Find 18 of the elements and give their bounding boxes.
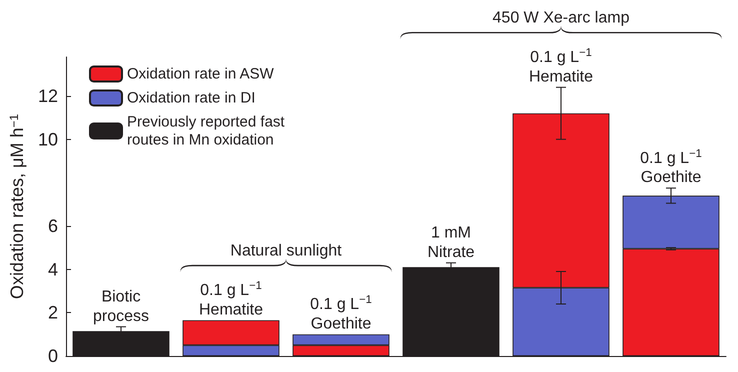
annotation: 1 mM Nitrate <box>427 224 475 261</box>
annotation: 0.1 g L$^{−1}$ Goethite <box>310 294 372 332</box>
y-tick-label: 12 <box>38 86 58 106</box>
annotation: Natural sunlight <box>230 242 342 260</box>
y-axis-title: Oxidation rates, μM h−1 <box>7 114 28 300</box>
y-tick-label: 2 <box>48 302 58 323</box>
annotation: Biotic process <box>92 288 150 325</box>
annotation: 0.1 g L$^{−1}$ Hematite <box>198 280 264 318</box>
y-tick-label: 10 <box>38 129 58 150</box>
legend-label: Oxidation rate in DI <box>127 90 256 106</box>
annotation: 0.1 g L$^{−1}$ Hematite <box>528 47 594 86</box>
annotation: 0.1 g L$^{−1}$ Goethite <box>640 148 702 186</box>
legend-label: Oxidation rate in ASW <box>127 66 275 82</box>
y-tick-label: 6 <box>48 216 58 236</box>
text: 450 W Xe-arc lamp <box>492 9 630 26</box>
y-tick-label: 4 <box>48 259 58 280</box>
y-tick-label: 0 <box>48 346 58 366</box>
legend-label: Previously reported fast routes in Mn oxidation <box>127 114 286 148</box>
